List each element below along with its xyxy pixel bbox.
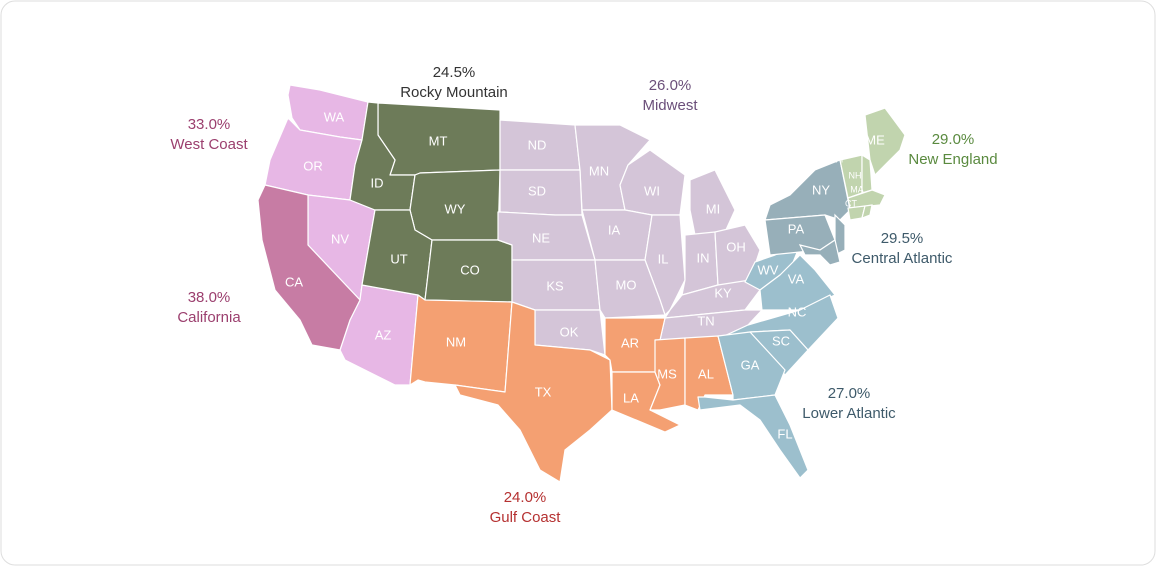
state-label: NH — [849, 170, 862, 180]
state — [847, 189, 886, 209]
region-name: West Coast — [170, 136, 248, 153]
state-label: CA — [285, 274, 303, 289]
state — [834, 213, 846, 256]
state — [697, 394, 809, 479]
region-share: 24.0% — [504, 489, 547, 506]
state-label: TN — [697, 313, 714, 328]
state-label: LA — [623, 390, 639, 405]
labels: WA OR NV AZ 33.0% West Coast CA 38.0% California… — [170, 64, 997, 526]
state-label: MN — [589, 163, 609, 178]
state — [759, 254, 836, 311]
state-label: CT — [845, 198, 857, 208]
state-label: MO — [616, 277, 637, 292]
state-label: GA — [741, 357, 760, 372]
state-label: KY — [714, 285, 732, 300]
state-label: IL — [658, 251, 669, 266]
state-label: IA — [608, 222, 621, 237]
state-label: AL — [698, 366, 714, 381]
state-label: TX — [535, 384, 552, 399]
state-label: WI — [644, 183, 660, 198]
region-name: Lower Atlantic — [802, 405, 896, 422]
state-label: ND — [528, 137, 547, 152]
state-label: MT — [429, 133, 448, 148]
state-label: WY — [445, 201, 466, 216]
state-label: VT — [833, 154, 845, 164]
state-label: MS — [657, 366, 677, 381]
region-share: 33.0% — [188, 116, 231, 133]
region-share: 27.0% — [828, 385, 871, 402]
region-share: 29.0% — [932, 131, 975, 148]
region-share: 29.5% — [881, 230, 924, 247]
state-label: IN — [697, 250, 710, 265]
state-label: VA — [788, 271, 805, 286]
state-label: WA — [324, 109, 345, 124]
state-label: CO — [460, 262, 480, 277]
state-label: OR — [303, 158, 323, 173]
state — [861, 204, 873, 219]
state-label: NC — [788, 304, 807, 319]
region-name: Midwest — [642, 97, 698, 114]
state — [454, 301, 613, 483]
state-label: NE — [532, 230, 550, 245]
states — [257, 84, 906, 483]
state-label: OH — [726, 239, 746, 254]
state-label: OK — [560, 324, 579, 339]
state-label: NY — [812, 182, 830, 197]
region-share: 38.0% — [188, 289, 231, 306]
state-label: SC — [772, 333, 790, 348]
region-share: 26.0% — [649, 77, 692, 94]
state-label: MI — [706, 201, 720, 216]
region-share: 24.5% — [433, 64, 476, 81]
state — [257, 184, 361, 351]
state-label: SD — [528, 183, 546, 198]
state — [798, 239, 841, 266]
region-name: New England — [908, 151, 997, 168]
state-label: AR — [621, 335, 639, 350]
state — [664, 279, 761, 319]
state-label: WV — [758, 262, 779, 277]
state-label: ID — [371, 175, 384, 190]
region-name: Central Atlantic — [852, 250, 953, 267]
state-label: NM — [446, 334, 466, 349]
region-name: California — [177, 309, 241, 326]
state-label: UT — [390, 251, 407, 266]
state-label: KS — [546, 278, 564, 293]
region-name: Gulf Coast — [490, 509, 562, 526]
state-label: ME — [865, 132, 885, 147]
state-label: NV — [331, 231, 349, 246]
state-label: FL — [777, 426, 792, 441]
state-label: PA — [788, 221, 805, 236]
state-label: AZ — [375, 327, 392, 342]
state-label: MA — [850, 184, 864, 194]
region-name: Rocky Mountain — [400, 84, 508, 101]
